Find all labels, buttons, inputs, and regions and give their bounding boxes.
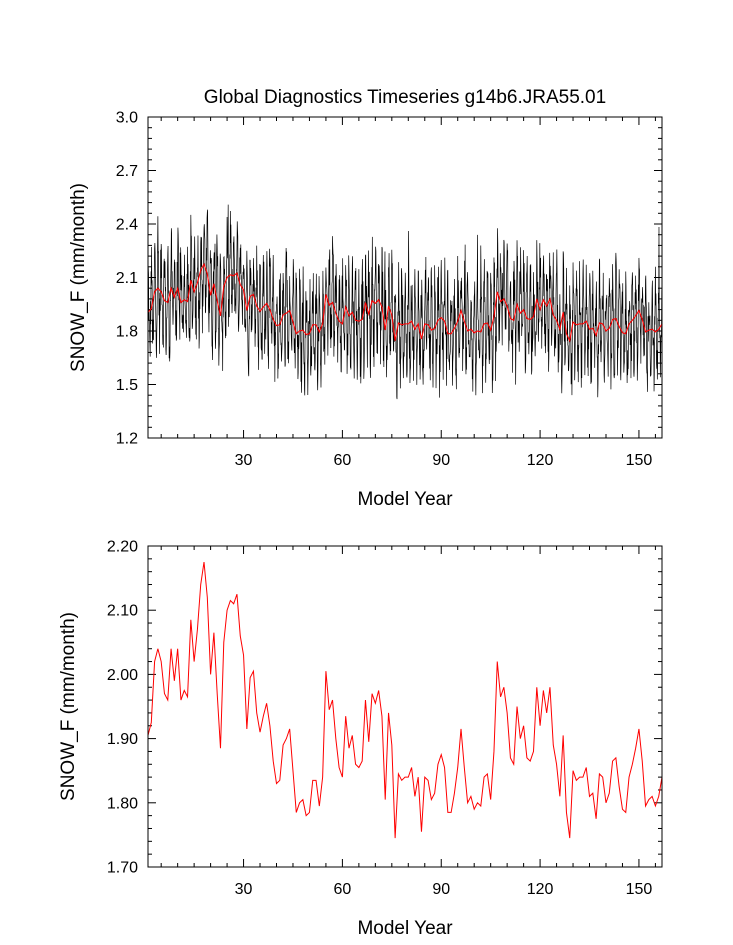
x-tick-label: 120 [527,452,554,469]
y-axis-label: SNOW_F (mm/month) [68,183,89,372]
x-tick-label: 90 [432,452,450,469]
series-monthly-line [147,204,663,400]
y-tick-label: 2.7 [116,163,138,180]
y-tick-label: 2.20 [107,539,138,556]
y-tick-label: 2.10 [107,603,138,620]
x-tick-label: 30 [235,452,253,469]
y-tick-label: 2.1 [116,270,138,287]
chart-monthly-and-annual: 30 60 90 120 150 1.2 1.5 1.8 2.1 2.4 2.7 3.0 Model … [68,110,663,510]
y-tick-label: 1.70 [107,860,138,877]
x-axis-label: Model Year [357,489,453,510]
y-tick-label: 1.90 [107,731,138,748]
x-tick-label: 30 [235,881,253,898]
x-tick-label: 120 [527,881,554,898]
figure-title: Global Diagnostics Timeseries g14b6.JRA5… [204,87,606,108]
axis-ticks: 30 60 90 120 150 1.2 1.5 1.8 2.1 2.4 2.7 3.0 [116,110,662,469]
series-annual-mean-line [147,262,663,343]
y-tick-label: 1.80 [107,795,138,812]
y-axis-label: SNOW_F (mm/month) [58,612,79,801]
chart-annual-mean: 30 60 90 120 150 1.70 1.80 1.90 2.00 2.10 2.20 Mod… [58,539,663,939]
x-tick-label: 150 [626,881,653,898]
x-tick-label: 150 [626,452,653,469]
x-tick-label: 60 [333,881,351,898]
plot-area [147,561,663,839]
x-axis-label: Model Year [357,918,453,939]
y-tick-label: 1.2 [116,431,138,448]
y-tick-label: 1.5 [116,377,138,394]
x-tick-label: 90 [432,881,450,898]
y-tick-label: 3.0 [116,110,138,127]
series-annual-mean-line [147,561,663,839]
y-tick-label: 1.8 [116,324,138,341]
axis-ticks: 30 60 90 120 150 1.70 1.80 1.90 2.00 2.10 2.20 [107,539,662,898]
y-tick-label: 2.4 [116,217,138,234]
y-tick-label: 2.00 [107,667,138,684]
plot-area [147,204,663,400]
x-tick-label: 60 [333,452,351,469]
plot-frame [147,116,663,439]
plot-frame [147,545,663,868]
